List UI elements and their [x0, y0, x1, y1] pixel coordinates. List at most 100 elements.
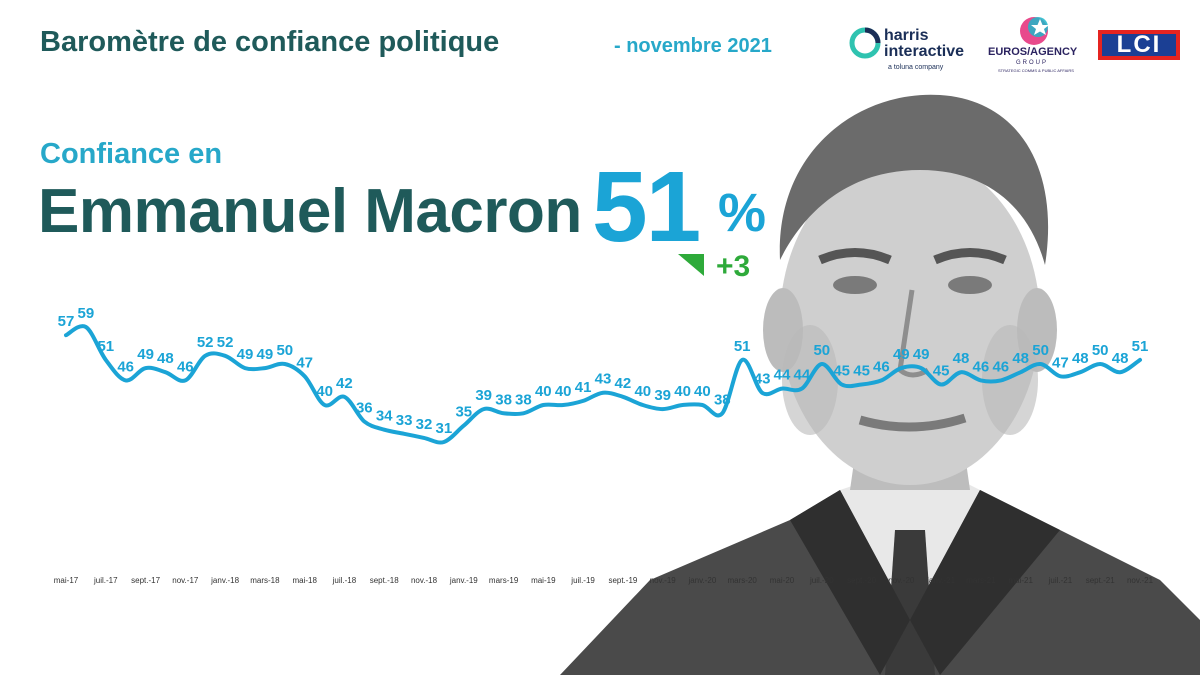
x-tick-label: sept.-18: [370, 576, 399, 585]
portrait-image: [560, 94, 1200, 675]
data-label: 52: [197, 334, 214, 351]
change-value: +3: [716, 250, 751, 283]
x-tick-label: janv.-18: [210, 576, 239, 585]
x-tick-label: sept.-20: [847, 576, 876, 585]
data-label: 48: [953, 350, 970, 367]
data-label: 40: [674, 383, 691, 400]
euros-tagline: STRATEGIC COMMS & PUBLIC AFFAIRS: [998, 68, 1074, 73]
euros-star-icon: [1020, 17, 1049, 45]
x-tick-label: juil.-20: [809, 576, 834, 585]
chart-title: Baromètre de confiance politique: [40, 26, 500, 58]
x-tick-label: sept.-21: [1086, 576, 1115, 585]
x-tick-label: nov.-20: [888, 576, 915, 585]
x-tick-label: mai-17: [54, 576, 79, 585]
x-tick-label: mai-18: [292, 576, 317, 585]
data-label: 59: [78, 305, 95, 322]
data-label: 46: [177, 358, 194, 375]
data-label: 43: [754, 371, 771, 388]
data-label: 50: [276, 342, 293, 359]
x-tick-label: mai-19: [531, 576, 556, 585]
data-label: 49: [893, 346, 910, 363]
data-label: 48: [1072, 350, 1089, 367]
data-label: 45: [833, 363, 850, 380]
data-label: 47: [296, 354, 313, 371]
data-label: 40: [694, 383, 711, 400]
confidence-label: Confiance en: [40, 138, 223, 170]
chart-subtitle: - novembre 2021: [614, 35, 772, 57]
euros-agency-logo: EUROS/AGENCY GROUP STRATEGIC COMMS & PUB…: [988, 14, 1086, 76]
x-tick-label: juil.-18: [332, 576, 357, 585]
x-tick-label: nov.-21: [1127, 576, 1154, 585]
x-tick-label: juil.-21: [1048, 576, 1073, 585]
data-label: 48: [157, 350, 174, 367]
data-label: 46: [992, 358, 1009, 375]
data-label: 48: [1112, 350, 1129, 367]
x-tick-label: mars-19: [489, 576, 519, 585]
x-tick-label: mars-21: [966, 576, 996, 585]
data-label: 49: [237, 346, 254, 363]
data-label: 50: [813, 342, 830, 359]
euros-name: EUROS/AGENCY: [988, 46, 1078, 58]
x-tick-label: mai-20: [770, 576, 795, 585]
data-label: 46: [117, 358, 134, 375]
x-tick-label: janv.-19: [449, 576, 478, 585]
data-label: 44: [774, 367, 791, 384]
percent-unit: %: [718, 183, 767, 243]
data-label: 42: [615, 375, 632, 392]
person-name: Emmanuel Macron: [38, 177, 582, 246]
data-label: 51: [734, 338, 751, 355]
x-tick-label: janv.-20: [687, 576, 716, 585]
data-label: 57: [58, 313, 75, 330]
x-tick-label: nov.-19: [650, 576, 677, 585]
data-label: 39: [654, 387, 671, 404]
lci-text: LCI: [1116, 31, 1162, 58]
data-label: 35: [455, 404, 472, 421]
data-label: 39: [475, 387, 492, 404]
data-label: 46: [873, 358, 890, 375]
data-label: 46: [973, 358, 990, 375]
harris-name: harris interactive: [884, 27, 965, 60]
series-line: [64, 324, 1142, 445]
change-triangle-icon: [678, 254, 704, 276]
data-label: 34: [376, 408, 393, 425]
data-label: 48: [1012, 350, 1029, 367]
harris-tagline: a toluna company: [888, 64, 944, 71]
harris-interactive-logo: harris interactive a toluna company: [848, 26, 988, 76]
data-label: 47: [1052, 354, 1069, 371]
data-label: 40: [634, 383, 651, 400]
x-tick-label: juil.-19: [570, 576, 595, 585]
x-tick-label: nov.-18: [411, 576, 438, 585]
current-value: 51: [592, 151, 701, 263]
data-label: 44: [794, 367, 811, 384]
x-tick-label: mars-20: [728, 576, 758, 585]
data-label: 38: [714, 391, 731, 408]
data-label: 40: [535, 383, 552, 400]
data-label: 33: [396, 412, 413, 429]
lci-logo: LCI: [1098, 30, 1180, 60]
harris-circle-icon: [849, 27, 881, 59]
x-tick-label: mars-18: [250, 576, 280, 585]
data-label: 49: [913, 346, 930, 363]
data-label: 32: [416, 416, 433, 433]
data-label: 31: [436, 420, 453, 437]
data-label: 51: [97, 338, 114, 355]
data-label: 49: [137, 346, 154, 363]
data-label: 51: [1132, 338, 1149, 355]
data-label: 40: [316, 383, 333, 400]
data-label: 38: [495, 391, 512, 408]
data-label: 45: [933, 363, 950, 380]
x-tick-label: sept.-17: [131, 576, 160, 585]
x-tick-label: sept.-19: [608, 576, 637, 585]
data-label: 45: [853, 363, 870, 380]
data-label: 50: [1032, 342, 1049, 359]
data-label: 40: [555, 383, 572, 400]
data-label: 43: [595, 371, 612, 388]
x-tick-label: juil.-17: [93, 576, 118, 585]
x-tick-label: janv.-21: [926, 576, 955, 585]
x-tick-label: nov.-17: [172, 576, 199, 585]
data-label: 41: [575, 379, 592, 396]
euros-group: GROUP: [1016, 60, 1049, 66]
data-label: 38: [515, 391, 532, 408]
data-label: 36: [356, 400, 373, 417]
